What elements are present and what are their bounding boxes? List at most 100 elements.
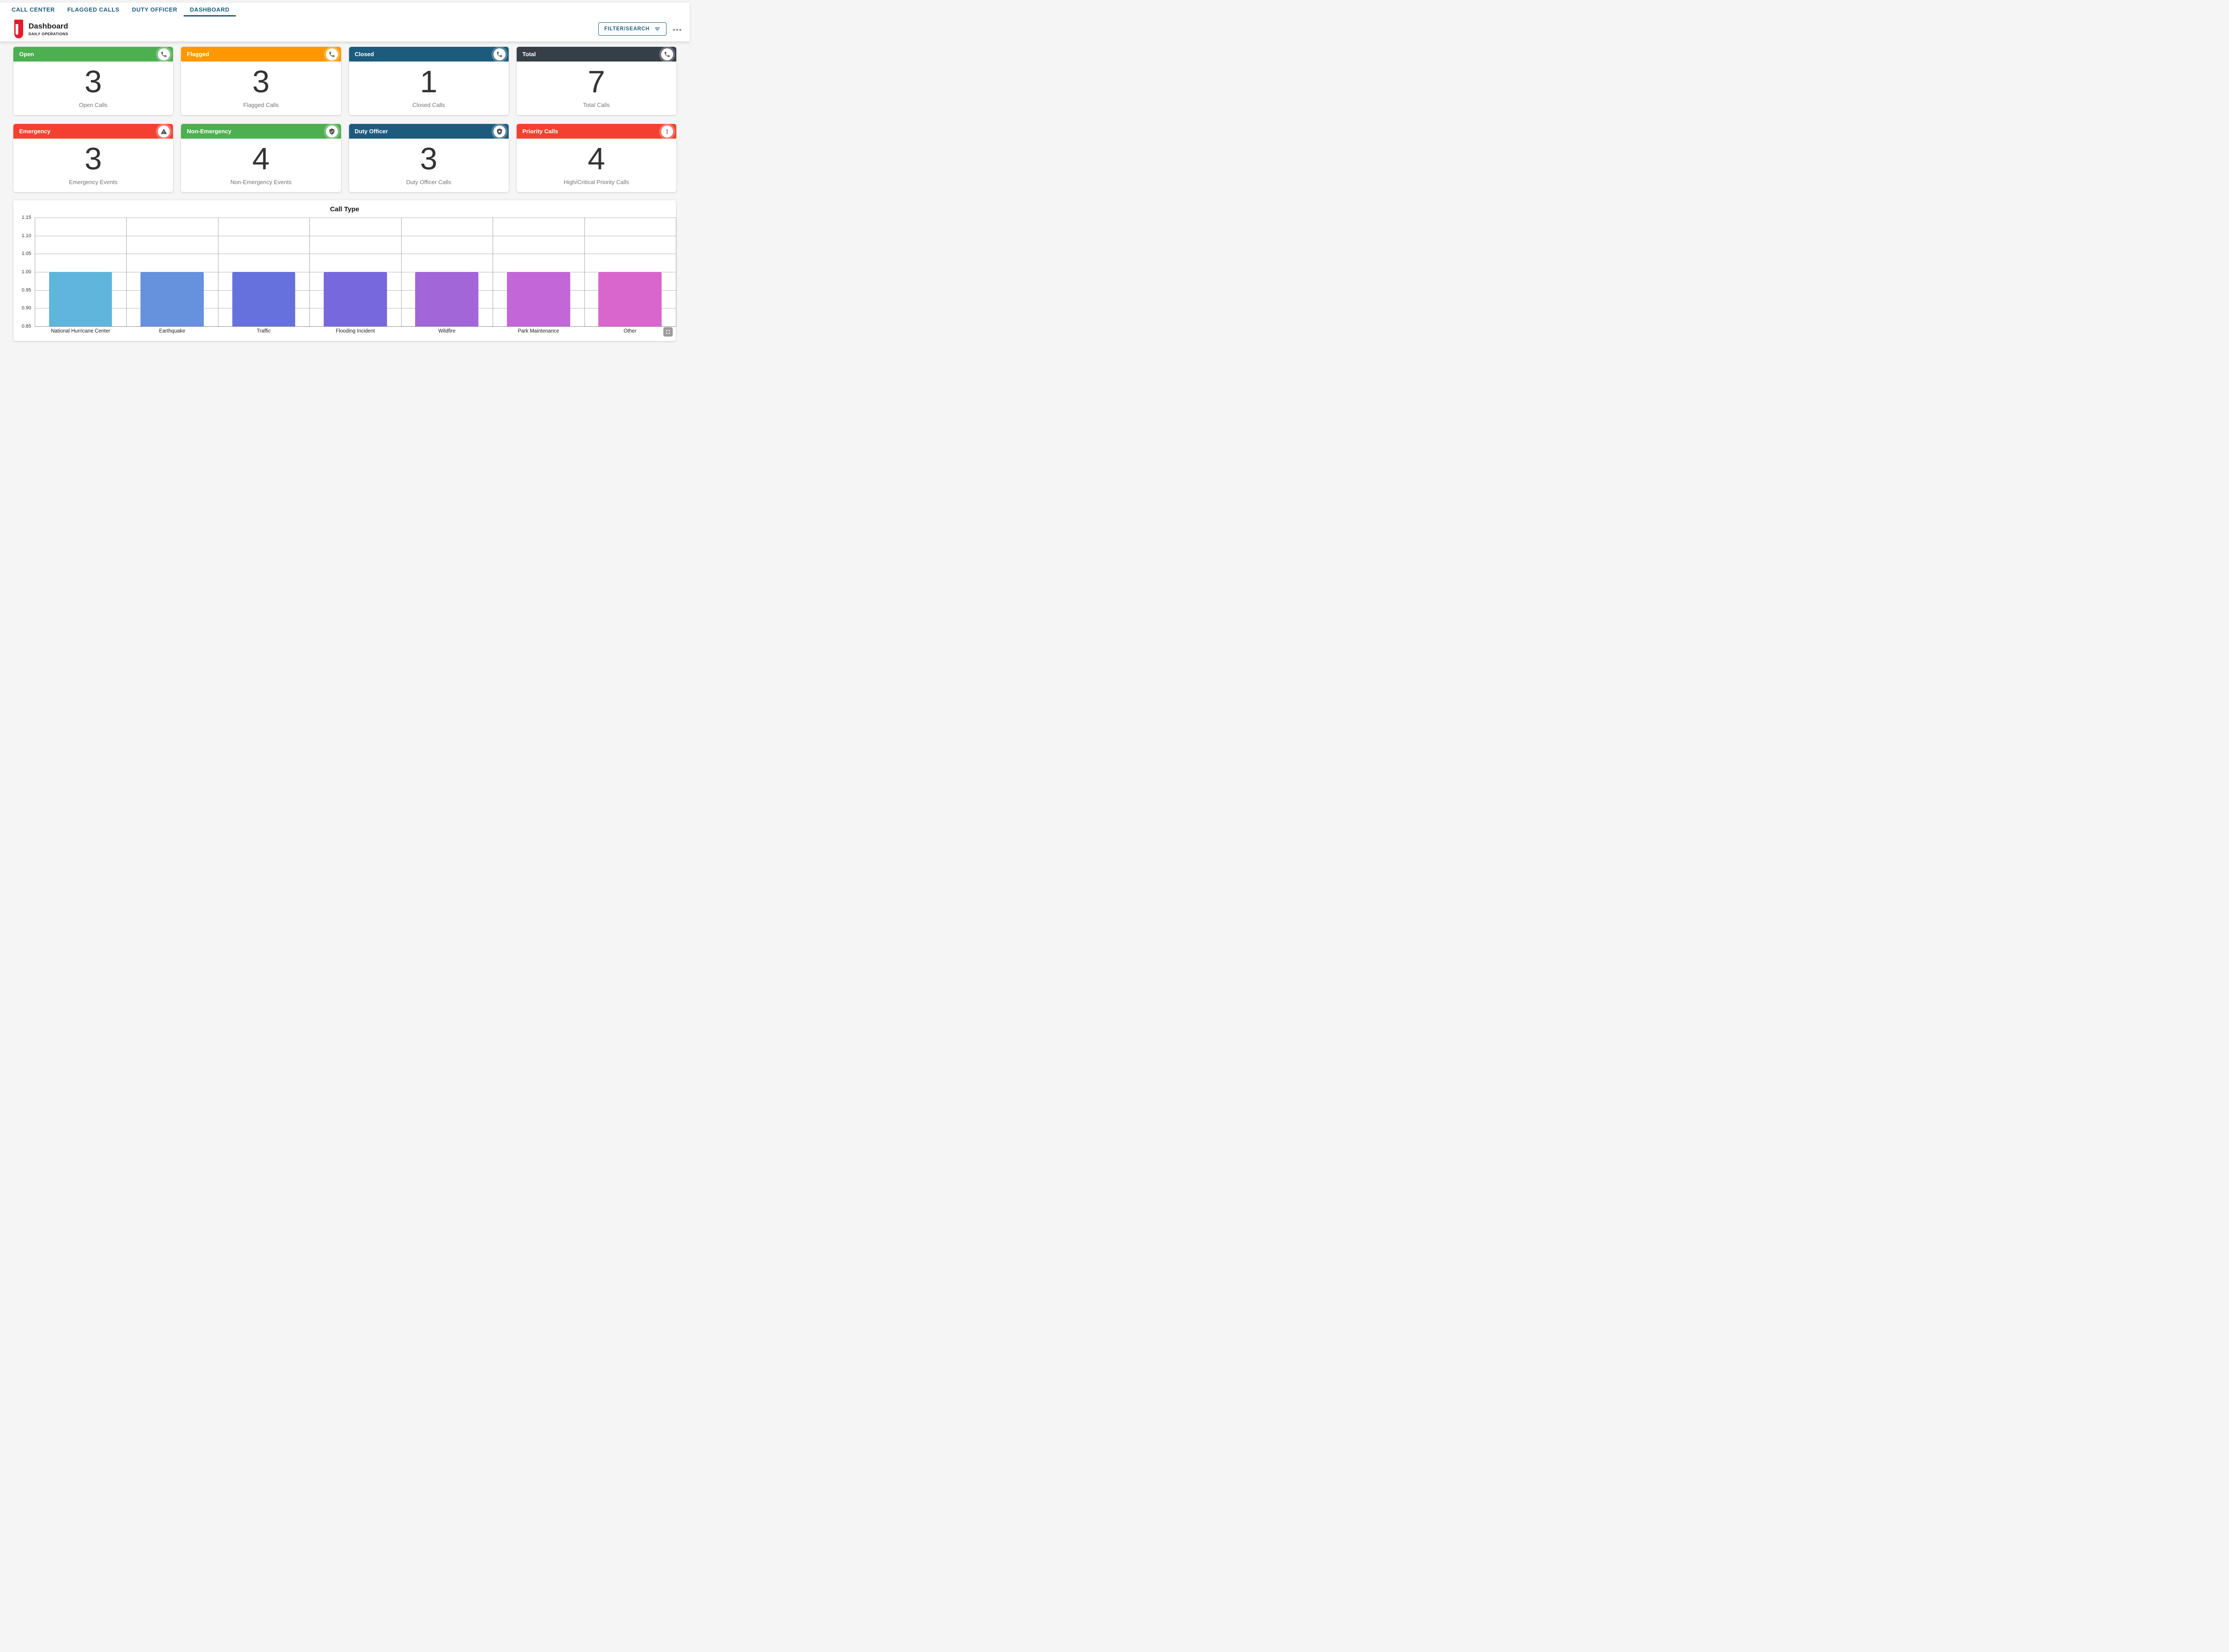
stat-value: 4 bbox=[588, 141, 605, 176]
stat-value: 7 bbox=[588, 64, 605, 99]
app-header: CALL CENTER FLAGGED CALLS DUTY OFFICER D… bbox=[0, 3, 690, 41]
stat-value: 4 bbox=[252, 141, 270, 176]
phone-icon bbox=[661, 48, 673, 60]
stat-label: Duty Officer Calls bbox=[406, 179, 452, 185]
stat-card-body: 4 Non-Emergency Events bbox=[181, 139, 341, 192]
more-menu-button[interactable] bbox=[673, 28, 682, 32]
top-gap bbox=[0, 0, 690, 3]
stat-card-title: Duty Officer bbox=[354, 128, 388, 135]
page-title: Dashboard bbox=[29, 21, 68, 30]
stat-label: Emergency Events bbox=[69, 179, 118, 185]
stat-label: Non-Emergency Events bbox=[230, 179, 292, 185]
stat-card-header: Priority Calls bbox=[516, 124, 676, 139]
warning-triangle-icon bbox=[158, 125, 170, 137]
phone-icon bbox=[325, 48, 338, 60]
gridline bbox=[584, 218, 585, 326]
call-type-chart-card: Call Type 1.15 1.10 1.05 1.00 0.95 0.90 0.85 Na… bbox=[13, 200, 676, 341]
gridline bbox=[126, 218, 127, 326]
shield-check-icon bbox=[325, 125, 338, 137]
chart-bar[interactable] bbox=[324, 272, 387, 326]
stat-card-open: Open 3 Open Calls bbox=[13, 47, 173, 115]
gridline bbox=[35, 326, 676, 327]
stat-card-title: Non-Emergency bbox=[187, 128, 231, 135]
tab-call-center[interactable]: CALL CENTER bbox=[12, 6, 55, 13]
header-row: Dashboard DAILY OPERATIONS FILTER/SEARCH bbox=[0, 16, 690, 41]
x-axis-tick-label: National Hurricane Center bbox=[51, 329, 111, 334]
stat-value: 1 bbox=[420, 64, 438, 99]
phone-icon bbox=[158, 48, 170, 60]
stat-label: Flagged Calls bbox=[243, 102, 279, 108]
chart-bar[interactable] bbox=[415, 272, 479, 326]
stat-card-title: Closed bbox=[354, 51, 374, 58]
stat-card-header: Duty Officer bbox=[349, 124, 509, 139]
y-axis-tick-label: 1.00 bbox=[21, 269, 31, 275]
stat-label: Closed Calls bbox=[412, 102, 445, 108]
stat-value: 3 bbox=[84, 141, 102, 176]
stat-card-closed: Closed 1 Closed Calls bbox=[349, 47, 509, 115]
stat-card-header: Open bbox=[13, 47, 173, 62]
x-axis-tick-label: Flooding Incident bbox=[336, 329, 375, 334]
chart-bar[interactable] bbox=[140, 272, 204, 326]
tab-bar: CALL CENTER FLAGGED CALLS DUTY OFFICER D… bbox=[0, 3, 690, 16]
chart-bar[interactable] bbox=[506, 272, 570, 326]
stat-card-flagged: Flagged 3 Flagged Calls bbox=[181, 47, 341, 115]
stat-card-body: 4 High/Critical Priority Calls bbox=[517, 139, 676, 192]
x-axis-tick-label: Park Maintenance bbox=[518, 329, 559, 334]
x-axis-tick-label: Other bbox=[623, 329, 637, 334]
stat-card-header: Flagged bbox=[181, 47, 341, 62]
stat-card-title: Flagged bbox=[187, 51, 210, 58]
tab-dashboard[interactable]: DASHBOARD bbox=[183, 3, 236, 16]
stats-grid: Open 3 Open Calls Flagged 3 Flagged Call… bbox=[13, 47, 676, 192]
stat-card-header: Non-Emergency bbox=[181, 124, 341, 139]
filter-icon bbox=[654, 26, 661, 33]
y-axis-tick-label: 1.05 bbox=[21, 251, 31, 257]
stat-card-emergency: Emergency 3 Emergency Events bbox=[13, 124, 173, 192]
fullscreen-button[interactable] bbox=[663, 327, 673, 337]
stat-value: 3 bbox=[84, 64, 102, 99]
y-axis-tick-label: 0.95 bbox=[21, 287, 31, 293]
stat-card-body: 3 Open Calls bbox=[13, 62, 173, 115]
stat-label: Total Calls bbox=[583, 102, 610, 108]
x-axis-tick-label: Wildfire bbox=[438, 329, 456, 334]
chart-title: Call Type bbox=[330, 205, 359, 213]
stat-card-total: Total 7 Total Calls bbox=[516, 47, 676, 115]
app-logo bbox=[14, 20, 23, 38]
tab-duty-officer[interactable]: DUTY OFFICER bbox=[132, 6, 177, 13]
stat-card-body: 1 Closed Calls bbox=[349, 62, 509, 115]
chart-bar[interactable] bbox=[49, 272, 112, 326]
x-axis-tick-label: Traffic bbox=[256, 329, 271, 334]
stat-card-body: 3 Emergency Events bbox=[13, 139, 173, 192]
stat-card-duty-officer: Duty Officer 3 Duty Officer Calls bbox=[349, 124, 509, 192]
stat-card-title: Priority Calls bbox=[522, 128, 558, 135]
tab-flagged-calls[interactable]: FLAGGED CALLS bbox=[67, 6, 119, 13]
filter-search-button[interactable]: FILTER/SEARCH bbox=[598, 22, 666, 36]
stat-label: High/Critical Priority Calls bbox=[563, 179, 629, 185]
gridline bbox=[309, 218, 310, 326]
stat-card-header: Closed bbox=[349, 47, 509, 62]
chart-bar[interactable] bbox=[232, 272, 296, 326]
stat-label: Open Calls bbox=[78, 102, 108, 108]
y-axis-tick-label: 1.15 bbox=[21, 215, 31, 220]
bar-chart-plot-area: 1.15 1.10 1.05 1.00 0.95 0.90 0.85 National Hur… bbox=[22, 215, 676, 334]
y-axis-tick-label: 1.10 bbox=[21, 233, 31, 238]
shield-star-icon bbox=[493, 125, 506, 137]
y-axis-tick-label: 0.90 bbox=[21, 305, 31, 311]
stat-card-header: Total bbox=[516, 47, 676, 62]
fullscreen-icon bbox=[665, 329, 671, 335]
logo-notch bbox=[16, 24, 18, 35]
stat-value: 3 bbox=[420, 141, 438, 176]
chart-bar[interactable] bbox=[598, 272, 662, 326]
exclamation-icon bbox=[661, 125, 673, 137]
stat-card-body: 3 Duty Officer Calls bbox=[349, 139, 509, 192]
gridline bbox=[401, 218, 402, 326]
stat-card-body: 7 Total Calls bbox=[517, 62, 676, 115]
title-block: Dashboard DAILY OPERATIONS bbox=[29, 22, 68, 37]
x-axis-tick-label: Earthquake bbox=[159, 329, 185, 334]
stat-card-non-emergency: Non-Emergency 4 Non-Emergency Events bbox=[181, 124, 341, 192]
stat-card-priority-calls: Priority Calls 4 High/Critical Priority … bbox=[516, 124, 676, 192]
phone-icon bbox=[493, 48, 506, 60]
y-axis-tick-label: 0.85 bbox=[21, 324, 31, 329]
stat-card-title: Total bbox=[522, 51, 536, 58]
ellipsis-icon bbox=[673, 26, 682, 33]
stat-card-body: 3 Flagged Calls bbox=[181, 62, 341, 115]
